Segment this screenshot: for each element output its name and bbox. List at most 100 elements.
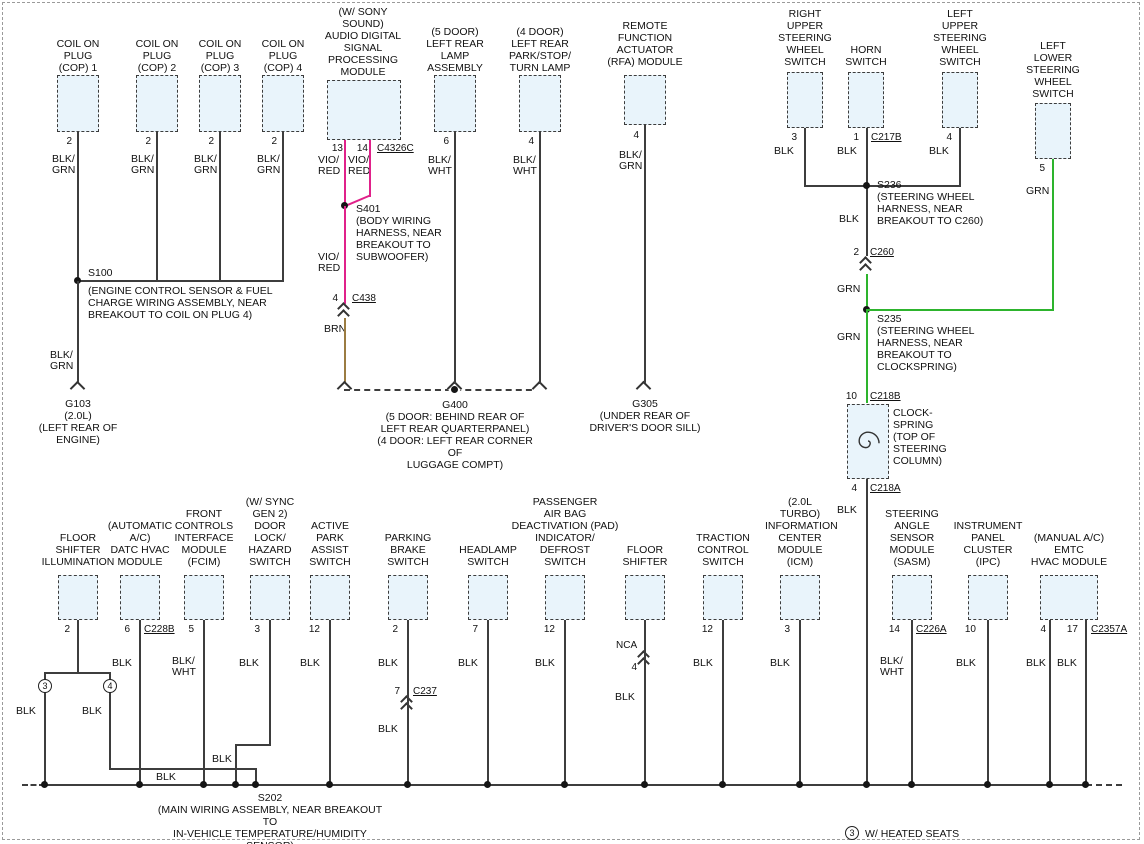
wire-lamp-5door bbox=[454, 132, 456, 384]
rail-junction-dot bbox=[1046, 781, 1053, 788]
wire-emtc-2 bbox=[1085, 620, 1087, 785]
headlamp-switch-box bbox=[468, 575, 508, 620]
rail-junction-dot bbox=[719, 781, 726, 788]
wire-left-upper-sw bbox=[959, 128, 961, 187]
datc-wire-color: BLK bbox=[112, 657, 132, 669]
rail-junction-dot bbox=[984, 781, 991, 788]
traction-control-label: TRACTION CONTROL SWITCH bbox=[696, 532, 750, 568]
splice-s202-name: S202 bbox=[257, 792, 283, 804]
fsi-wireh-color: BLK bbox=[156, 771, 176, 783]
left-upper-sw-wire-color: BLK bbox=[929, 145, 949, 157]
floor-shifter-box bbox=[625, 575, 665, 620]
connector-link-c260[interactable]: C260 bbox=[870, 247, 894, 258]
rail-junction-dot bbox=[326, 781, 333, 788]
ipc-pin: 10 bbox=[964, 624, 976, 635]
cop4-pin: 2 bbox=[271, 136, 277, 147]
splice-s100-name: S100 bbox=[88, 267, 113, 279]
connector-link-c2357a[interactable]: C2357A bbox=[1091, 624, 1128, 635]
footnote-3-marker: 3 bbox=[38, 679, 52, 693]
active-park-assist-pin: 12 bbox=[308, 624, 320, 635]
cop2-box bbox=[136, 75, 178, 132]
datc-hvac-label: (AUTOMATIC A/C) DATC HVAC MODULE bbox=[107, 520, 173, 568]
audio-dsp-box bbox=[327, 80, 401, 140]
wire-cop-bus bbox=[77, 280, 284, 282]
cop4-box bbox=[262, 75, 304, 132]
traction-control-box bbox=[703, 575, 743, 620]
splice-s202-desc: (MAIN WIRING ASSEMBLY, NEAR BREAKOUT TO … bbox=[157, 804, 383, 844]
left-lower-sw-switch-box bbox=[1035, 103, 1071, 159]
horn-pin: 1 bbox=[853, 132, 859, 143]
wire-s401-to-c438 bbox=[344, 206, 346, 304]
ipc-wire-color: BLK bbox=[956, 657, 976, 669]
connector-link-c438[interactable]: C438 bbox=[352, 293, 376, 304]
rail-junction-dot bbox=[863, 781, 870, 788]
wire-fsi-branch4-drop bbox=[255, 768, 257, 785]
emtc-hvac-box bbox=[1040, 575, 1098, 620]
right-upper-sw-switch-label: RIGHT UPPER STEERING WHEEL SWITCH bbox=[778, 8, 832, 68]
connector-link-c217b[interactable]: C217B bbox=[871, 132, 902, 143]
rfa-pin: 4 bbox=[633, 130, 639, 141]
cop4-label: COIL ON PLUG (COP) 4 bbox=[261, 38, 305, 74]
ground-g305-name: G305 bbox=[632, 398, 658, 410]
active-park-assist-wire-color: BLK bbox=[300, 657, 320, 669]
rail-junction-dot bbox=[1082, 781, 1089, 788]
connector-link-c228b[interactable]: C228B bbox=[144, 624, 175, 635]
lamp-4door-pin: 4 bbox=[528, 136, 534, 147]
wire-cop1 bbox=[77, 132, 79, 282]
left-upper-sw-pin: 4 bbox=[946, 132, 952, 143]
lamp-4door-label: (4 DOOR) LEFT REAR PARK/STOP/ TURN LAMP bbox=[508, 26, 572, 74]
brn-wire-color: BRN bbox=[324, 323, 347, 335]
audio-wire14-color: VIO/ RED bbox=[348, 154, 371, 177]
wire-clockspring-to-s202 bbox=[866, 479, 868, 785]
c218a-pin: 4 bbox=[851, 483, 857, 494]
connector-link-c4326c[interactable]: C4326C bbox=[377, 143, 414, 154]
headlamp-switch-label: HEADLAMP SWITCH bbox=[459, 544, 517, 568]
wire-right-upper-sw bbox=[804, 128, 806, 187]
audio-wire-mid-color: VIO/ RED bbox=[318, 251, 341, 274]
floor-shifter-illum-box bbox=[58, 575, 98, 620]
rail-junction-dot bbox=[232, 781, 239, 788]
wire-left-lower-sw bbox=[1052, 159, 1054, 311]
wire-cop2 bbox=[156, 132, 158, 282]
chain-grn2-color: GRN bbox=[837, 331, 861, 343]
audio-dsp-label: (W/ SONY SOUND) AUDIO DIGITAL SIGNAL PRO… bbox=[324, 6, 402, 78]
wire-ipc bbox=[987, 620, 989, 785]
active-park-assist-label: ACTIVE PARK ASSIST SWITCH bbox=[309, 520, 351, 568]
wire-brn-to-g400 bbox=[344, 318, 346, 384]
connector-link-c218b[interactable]: C218B bbox=[870, 391, 901, 402]
rail-junction-dot bbox=[136, 781, 143, 788]
lamp-5door-box bbox=[434, 75, 476, 132]
door-lock-hazard-box bbox=[250, 575, 290, 620]
left-upper-sw-switch-box bbox=[942, 72, 978, 128]
fcim-pin: 5 bbox=[188, 624, 194, 635]
wire-rfa bbox=[644, 125, 646, 383]
footnote-3-legend-marker: 3 bbox=[845, 826, 859, 840]
cop3-wire-color: BLK/ GRN bbox=[194, 153, 218, 176]
splice-s235-desc: (STEERING WHEEL HARNESS, NEAR BREAKOUT T… bbox=[877, 325, 975, 373]
icm-wire-color: BLK bbox=[770, 657, 790, 669]
rfa-label: REMOTE FUNCTION ACTUATOR (RFA) MODULE bbox=[607, 20, 683, 68]
emtc-wire1-color: BLK bbox=[1026, 657, 1046, 669]
c218b-pin: 10 bbox=[845, 391, 857, 402]
connector-link-c226a[interactable]: C226A bbox=[916, 624, 947, 635]
chain-blk2-color: BLK bbox=[837, 504, 857, 516]
sasm-label: STEERING ANGLE SENSOR MODULE (SASM) bbox=[885, 508, 939, 568]
c438-pin: 4 bbox=[332, 293, 338, 304]
pad-indicator-box bbox=[545, 575, 585, 620]
connector-link-c218a[interactable]: C218A bbox=[870, 483, 901, 494]
connector-link-c237[interactable]: C237 bbox=[413, 686, 437, 697]
active-park-assist-box bbox=[310, 575, 350, 620]
chain-grn1-color: GRN bbox=[837, 283, 861, 295]
rail-dash-right bbox=[1086, 784, 1122, 786]
fcim-box bbox=[184, 575, 224, 620]
wire-audio-13 bbox=[344, 140, 346, 207]
headlamp-switch-wire-color: BLK bbox=[458, 657, 478, 669]
g103-wire-color: BLK/ GRN bbox=[50, 349, 74, 372]
cop3-label: COIL ON PLUG (COP) 3 bbox=[198, 38, 242, 74]
c237-pin: 7 bbox=[394, 686, 400, 697]
door-lock-hazard-pin: 3 bbox=[254, 624, 260, 635]
lamp-5door-wire-color: BLK/ WHT bbox=[428, 154, 452, 177]
cop1-label: COIL ON PLUG (COP) 1 bbox=[56, 38, 100, 74]
wire-c260-to-s235 bbox=[866, 274, 868, 311]
